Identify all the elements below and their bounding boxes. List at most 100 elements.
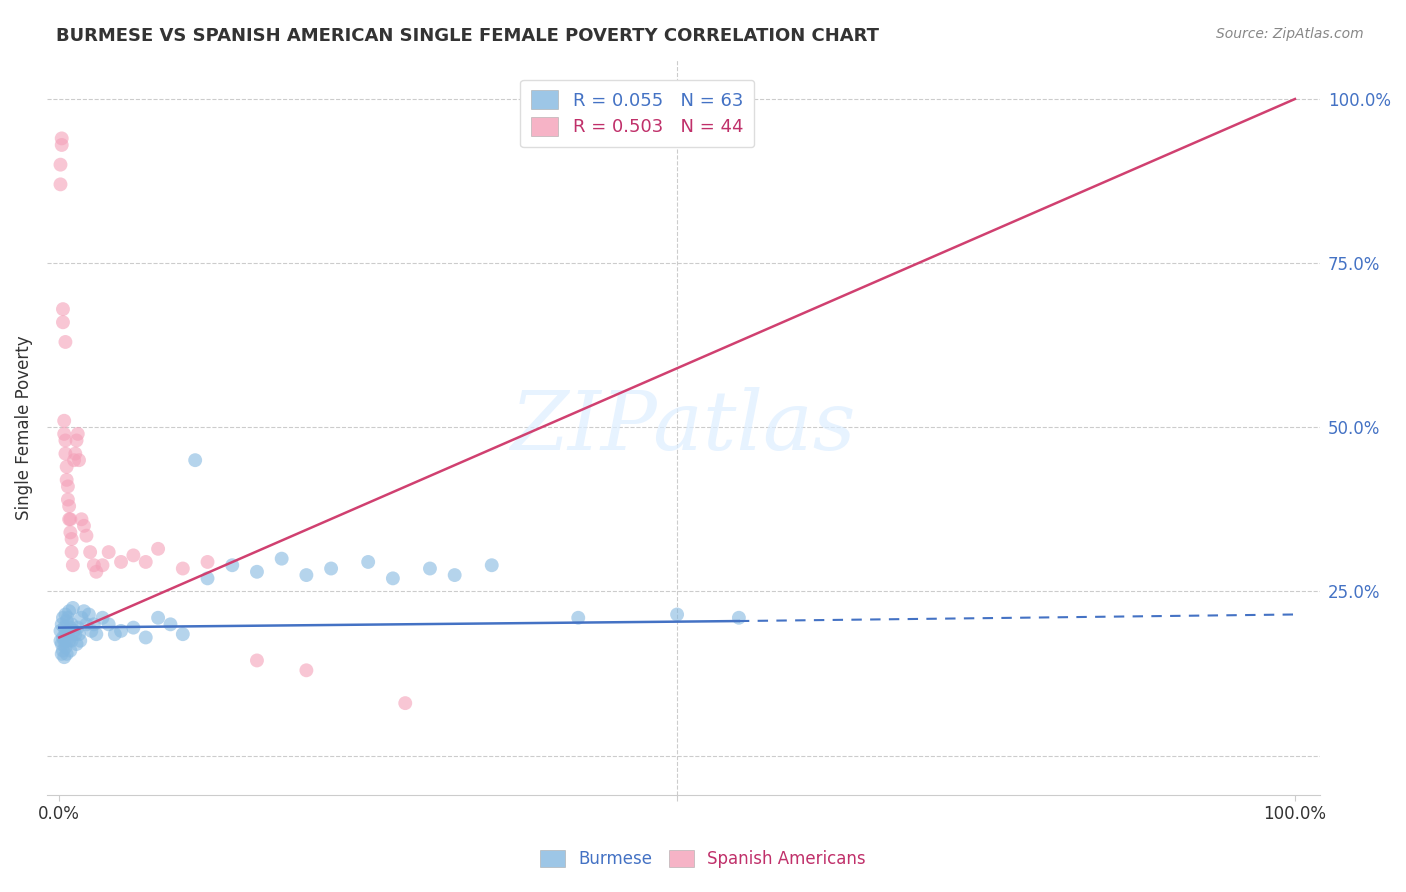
Point [70,611,93,625]
Point [49,633,72,648]
Point [567,611,589,625]
Point [73,604,96,618]
Point [55,334,77,349]
Point [65,637,87,651]
Point [52,631,75,645]
Point [104,627,127,641]
Point [110,555,132,569]
Point [60,545,83,559]
Point [65,434,87,448]
Point [295,663,318,677]
Point [59,621,82,635]
Point [728,611,751,625]
Point [55,473,77,487]
Point [66,426,89,441]
Point [69,633,91,648]
Point [63,624,86,638]
Point [56,627,79,641]
Point [357,555,380,569]
Point [55,607,77,622]
Text: Source: ZipAtlas.com: Source: ZipAtlas.com [1216,27,1364,41]
Text: BURMESE VS SPANISH AMERICAN SINGLE FEMALE POVERTY CORRELATION CHART: BURMESE VS SPANISH AMERICAN SINGLE FEMAL… [56,27,879,45]
Point [49,158,72,172]
Point [55,627,77,641]
Point [184,453,207,467]
Point [55,434,77,448]
Point [51,138,73,153]
Point [97,545,120,559]
Point [52,643,75,657]
Point [91,558,114,573]
Legend: Burmese, Spanish Americans: Burmese, Spanish Americans [533,843,873,875]
Point [246,653,269,667]
Point [70,512,93,526]
Point [52,611,75,625]
Point [159,617,181,632]
Point [270,551,292,566]
Point [59,512,82,526]
Point [381,571,404,585]
Point [83,558,105,573]
Point [63,453,86,467]
Point [51,131,73,145]
Point [65,627,87,641]
Point [55,459,77,474]
Point [56,479,79,493]
Point [97,617,120,632]
Point [80,624,103,638]
Point [62,558,84,573]
Point [53,621,76,635]
Legend: R = 0.055   N = 63, R = 0.503   N = 44: R = 0.055 N = 63, R = 0.503 N = 44 [520,79,754,147]
Point [55,614,77,628]
Point [221,558,243,573]
Point [172,561,194,575]
Point [55,447,77,461]
Point [59,525,82,540]
Point [53,633,76,648]
Point [60,633,83,648]
Point [394,696,416,710]
Point [49,178,72,192]
Point [58,499,80,513]
Point [135,555,157,569]
Point [86,565,108,579]
Point [60,532,83,546]
Point [319,561,342,575]
Point [419,561,441,575]
Point [52,315,75,329]
Point [55,640,77,655]
Point [67,627,90,641]
Point [146,541,169,556]
Point [59,643,82,657]
Point [58,512,80,526]
Point [65,447,87,461]
Point [51,617,73,632]
Point [135,631,157,645]
Point [51,647,73,661]
Point [79,545,101,559]
Point [86,627,108,641]
Point [52,302,75,317]
Point [66,621,89,635]
Point [51,637,73,651]
Point [55,647,77,661]
Point [91,611,114,625]
Point [481,558,503,573]
Point [58,604,80,618]
Point [146,611,169,625]
Point [122,549,145,563]
Point [73,518,96,533]
Point [77,607,100,622]
Point [49,624,72,638]
Point [110,624,132,638]
Point [295,568,318,582]
Text: ZIPatlas: ZIPatlas [510,387,856,467]
Point [53,414,76,428]
Point [58,633,80,648]
Point [62,601,84,615]
Point [122,621,145,635]
Point [443,568,465,582]
Point [197,555,219,569]
Point [197,571,219,585]
Point [56,611,79,625]
